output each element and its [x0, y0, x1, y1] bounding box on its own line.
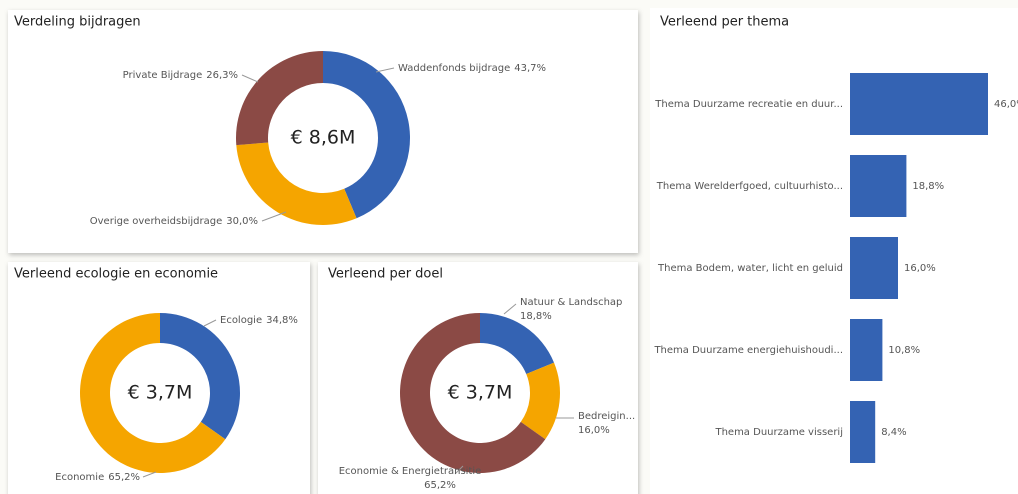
slice-label: Natuur & Landschap [520, 297, 622, 308]
leader-line [454, 465, 464, 475]
donut-slice [160, 313, 240, 440]
leader-line [203, 319, 217, 327]
donut-slice [323, 51, 411, 219]
slice-value: 16,0% [578, 425, 610, 436]
value-label: 46,0% [994, 99, 1018, 110]
donut-slice [236, 51, 323, 146]
chart-title: Verleend per doel [328, 267, 443, 282]
slice-name: Overige overheidsbijdrage [90, 216, 222, 227]
leader-line [241, 74, 259, 83]
slice-label: Waddenfonds bijdrage 43,7% [398, 63, 546, 74]
category-label: Thema Duurzame recreatie en duur... [654, 99, 843, 110]
chart-title: Verleend ecologie en economie [14, 267, 218, 282]
center-label: € 3,7M [448, 382, 513, 404]
leader-line [375, 67, 395, 73]
bar [850, 155, 907, 217]
slice-value: 18,8% [520, 311, 552, 322]
bar [850, 237, 898, 299]
slice-label: Ecologie 34,8% [220, 315, 298, 326]
donut-slice [400, 313, 546, 473]
donut-slice [520, 362, 560, 440]
bar [850, 73, 988, 135]
slice-name: Ecologie [220, 315, 262, 326]
slice-name: Economie [55, 472, 104, 483]
category-label: Thema Duurzame visserij [714, 427, 843, 438]
slice-label: Private Bijdrage 26,3% [123, 70, 238, 81]
chart-title: Verdeling bijdragen [14, 15, 141, 30]
slice-name: Private Bijdrage [123, 70, 203, 81]
slice-name: Waddenfonds bijdrage [398, 63, 510, 74]
donut-slice [80, 313, 226, 473]
category-label: Thema Werelderfgoed, cultuurhisto... [656, 181, 843, 192]
slice-value: 30,0% [226, 216, 258, 227]
chart-title: Verleend per thema [660, 15, 789, 30]
category-label: Thema Duurzame energiehuishoudi... [653, 345, 843, 356]
value-label: 8,4% [881, 427, 906, 438]
category-label: Thema Bodem, water, licht en geluid [657, 263, 843, 274]
leader-line [261, 211, 287, 222]
bar [850, 319, 883, 381]
value-label: 18,8% [912, 181, 944, 192]
slice-label: Overige overheidsbijdrage 30,0% [90, 216, 258, 227]
slice-value: 34,8% [266, 315, 298, 326]
value-label: 16,0% [904, 263, 936, 274]
slice-value: 43,7% [514, 63, 546, 74]
donut-slice [236, 142, 357, 225]
bar [850, 401, 876, 463]
slice-label: Bedreigin... [578, 411, 635, 422]
donut-slice [480, 313, 555, 375]
slice-label: Economie 65,2% [55, 472, 140, 483]
slice-value: 26,3% [206, 70, 238, 81]
leader-line [142, 471, 157, 478]
slice-value: 65,2% [108, 472, 140, 483]
center-label: € 3,7M [128, 382, 193, 404]
leader-line [503, 303, 517, 315]
slice-value: 65,2% [424, 480, 456, 491]
slice-label: Economie & Energietransitie [339, 466, 482, 477]
value-label: 10,8% [888, 345, 920, 356]
center-label: € 8,6M [291, 127, 356, 149]
